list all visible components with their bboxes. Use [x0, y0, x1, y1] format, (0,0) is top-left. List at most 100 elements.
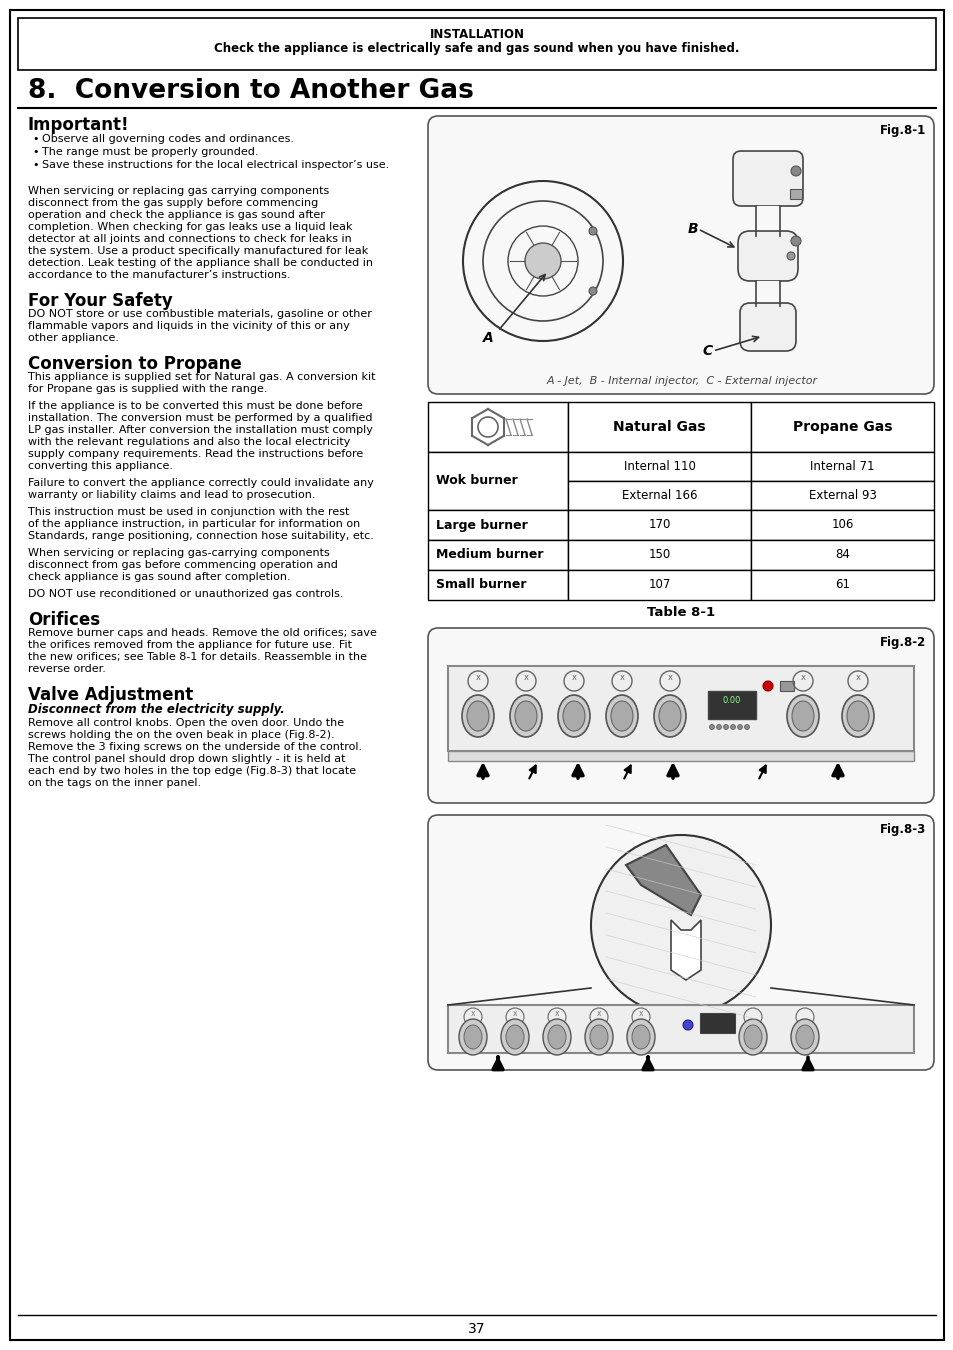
- Text: Remove all control knobs. Open the oven door. Undo the: Remove all control knobs. Open the oven …: [28, 718, 344, 728]
- Bar: [567, 570, 750, 599]
- Ellipse shape: [795, 1025, 813, 1049]
- Text: For Your Safety: For Your Safety: [28, 292, 172, 311]
- Circle shape: [590, 836, 770, 1015]
- Text: 37: 37: [468, 1322, 485, 1336]
- Bar: [750, 510, 933, 540]
- Ellipse shape: [739, 1019, 766, 1054]
- Bar: [567, 402, 750, 452]
- Text: Check the appliance is electrically safe and gas sound when you have finished.: Check the appliance is electrically safe…: [214, 42, 739, 55]
- Circle shape: [762, 680, 772, 691]
- Ellipse shape: [841, 695, 873, 737]
- Ellipse shape: [743, 1025, 761, 1049]
- Text: completion. When checking for gas leaks use a liquid leak: completion. When checking for gas leaks …: [28, 221, 352, 232]
- Text: Propane Gas: Propane Gas: [792, 420, 891, 433]
- Text: x: x: [667, 674, 672, 683]
- Text: This instruction must be used in conjunction with the rest: This instruction must be used in conjunc…: [28, 508, 349, 517]
- Bar: [750, 540, 933, 570]
- Bar: [428, 402, 567, 452]
- Text: x: x: [512, 1010, 517, 1018]
- Text: 61: 61: [834, 579, 849, 591]
- Ellipse shape: [589, 1025, 607, 1049]
- Text: detection. Leak testing of the appliance shall be conducted in: detection. Leak testing of the appliance…: [28, 258, 373, 269]
- FancyBboxPatch shape: [738, 231, 797, 281]
- Text: Observe all governing codes and ordinances.: Observe all governing codes and ordinanc…: [42, 134, 294, 144]
- Bar: [750, 452, 933, 481]
- Text: on the tags on the inner panel.: on the tags on the inner panel.: [28, 778, 201, 788]
- Ellipse shape: [461, 695, 494, 737]
- Text: screws holding the on the oven beak in place (Fig.8-2).: screws holding the on the oven beak in p…: [28, 730, 335, 740]
- Circle shape: [730, 725, 735, 729]
- Circle shape: [737, 725, 741, 729]
- Text: x: x: [571, 674, 576, 683]
- Circle shape: [716, 725, 720, 729]
- Text: with the relevant regulations and also the local electricity: with the relevant regulations and also t…: [28, 437, 350, 447]
- Bar: [755, 207, 780, 236]
- Ellipse shape: [626, 1019, 655, 1054]
- Text: •: •: [32, 134, 38, 144]
- Text: Failure to convert the appliance correctly could invalidate any: Failure to convert the appliance correct…: [28, 478, 374, 487]
- Text: Conversion to Propane: Conversion to Propane: [28, 355, 241, 373]
- Bar: [707, 691, 755, 720]
- Bar: [780, 680, 793, 691]
- Text: x: x: [855, 674, 860, 683]
- Text: A: A: [482, 331, 494, 346]
- Text: When servicing or replacing gas carrying components: When servicing or replacing gas carrying…: [28, 186, 329, 196]
- Ellipse shape: [584, 1019, 613, 1054]
- Text: Disconnect from the electricity supply.: Disconnect from the electricity supply.: [28, 703, 284, 716]
- Circle shape: [790, 166, 801, 176]
- Text: Fig.8-2: Fig.8-2: [879, 636, 925, 649]
- Text: •: •: [32, 161, 38, 170]
- Bar: [567, 452, 750, 481]
- Text: Medium burner: Medium burner: [436, 548, 543, 562]
- Text: LP gas installer. After conversion the installation must comply: LP gas installer. After conversion the i…: [28, 425, 373, 435]
- Text: of the appliance instruction, in particular for information on: of the appliance instruction, in particu…: [28, 518, 360, 529]
- Text: x: x: [618, 674, 624, 683]
- Ellipse shape: [500, 1019, 529, 1054]
- Bar: [428, 452, 567, 510]
- Ellipse shape: [505, 1025, 523, 1049]
- Ellipse shape: [786, 695, 818, 737]
- FancyBboxPatch shape: [740, 302, 795, 351]
- Text: INSTALLATION: INSTALLATION: [429, 28, 524, 40]
- Text: for Propane gas is supplied with the range.: for Propane gas is supplied with the ran…: [28, 383, 267, 394]
- Text: the orifices removed from the appliance for future use. Fit: the orifices removed from the appliance …: [28, 640, 352, 649]
- Ellipse shape: [515, 701, 537, 730]
- Text: x: x: [470, 1010, 475, 1018]
- Circle shape: [743, 725, 749, 729]
- Bar: [567, 540, 750, 570]
- Text: •: •: [32, 147, 38, 157]
- Text: Important!: Important!: [28, 116, 130, 134]
- Text: Large burner: Large burner: [436, 518, 527, 532]
- Bar: [567, 510, 750, 540]
- Ellipse shape: [605, 695, 638, 737]
- Text: each end by two holes in the top edge (Fig.8-3) that locate: each end by two holes in the top edge (F…: [28, 765, 355, 776]
- Bar: [428, 540, 567, 570]
- Text: the new orifices; see ​Table 8-1 for details. Reassemble in the: the new orifices; see ​Table 8-1 for det…: [28, 652, 367, 662]
- Bar: [448, 751, 913, 761]
- Text: accordance to the manufacturer’s instructions.: accordance to the manufacturer’s instruc…: [28, 270, 291, 279]
- Text: External 93: External 93: [808, 489, 876, 502]
- Text: 84: 84: [834, 548, 849, 562]
- Circle shape: [790, 236, 801, 246]
- Text: The control panel should drop down slightly - it is held at: The control panel should drop down sligh…: [28, 755, 345, 764]
- Ellipse shape: [542, 1019, 571, 1054]
- Ellipse shape: [654, 695, 685, 737]
- Bar: [750, 402, 933, 452]
- Circle shape: [722, 725, 728, 729]
- Circle shape: [588, 288, 597, 296]
- Text: x: x: [597, 1010, 600, 1018]
- Text: flammable vapors and liquids in the vicinity of this or any: flammable vapors and liquids in the vici…: [28, 321, 350, 331]
- Ellipse shape: [659, 701, 680, 730]
- Ellipse shape: [562, 701, 584, 730]
- Text: detector at all joints and connections to check for leaks in: detector at all joints and connections t…: [28, 234, 352, 244]
- Text: C: C: [702, 344, 713, 358]
- Ellipse shape: [467, 701, 489, 730]
- Text: Fig.8-3: Fig.8-3: [879, 824, 925, 836]
- Ellipse shape: [458, 1019, 486, 1054]
- Text: Remove burner caps and heads. Remove the old orifices; save: Remove burner caps and heads. Remove the…: [28, 628, 376, 639]
- Text: reverse order.: reverse order.: [28, 664, 106, 674]
- Ellipse shape: [547, 1025, 565, 1049]
- Ellipse shape: [558, 695, 589, 737]
- Text: check appliance is gas sound after completion.: check appliance is gas sound after compl…: [28, 572, 291, 582]
- FancyBboxPatch shape: [428, 116, 933, 394]
